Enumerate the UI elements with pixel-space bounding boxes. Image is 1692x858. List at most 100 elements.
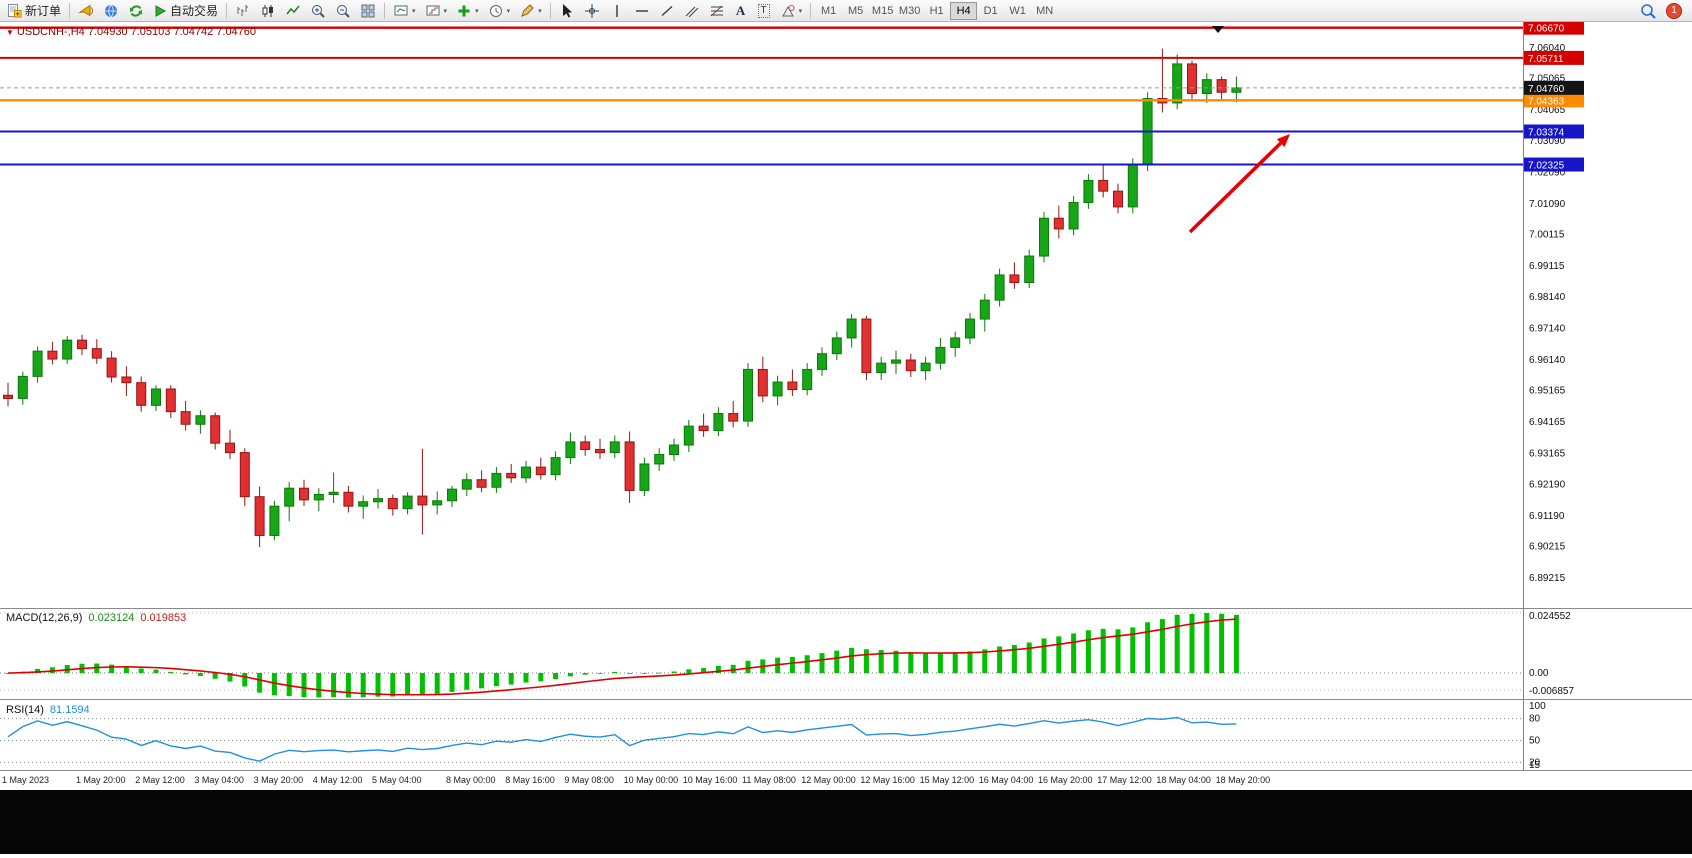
time-axis-label: 10 May 16:00 bbox=[682, 775, 738, 785]
price-axis-label: 6.96140 bbox=[1529, 355, 1566, 366]
price-level-badge bbox=[1524, 124, 1584, 139]
price-axis-label: 6.91190 bbox=[1529, 511, 1565, 522]
current-price-badge bbox=[1524, 80, 1584, 95]
dropdown-arrow-icon: ▾ bbox=[506, 7, 511, 15]
alerts-button[interactable] bbox=[74, 1, 98, 21]
line-chart-button[interactable] bbox=[281, 1, 305, 21]
time-axis-label: 2 May 12:00 bbox=[135, 775, 185, 785]
timeframe-button-h4[interactable]: H4 bbox=[950, 1, 978, 20]
price-level-badge bbox=[1524, 22, 1584, 35]
cursor-icon bbox=[562, 3, 572, 17]
horizontal-line-icon bbox=[635, 9, 648, 12]
price-axis-label: 6.98140 bbox=[1529, 292, 1566, 303]
styles-button[interactable]: ▾ bbox=[515, 1, 546, 21]
vertical-line-icon bbox=[615, 4, 618, 17]
new-order-icon bbox=[8, 3, 22, 17]
toolbar-separator bbox=[810, 2, 812, 19]
timeframe-button-m1[interactable]: M1 bbox=[815, 2, 842, 20]
svg-text:7.05711: 7.05711 bbox=[1528, 54, 1564, 65]
community-button[interactable] bbox=[99, 1, 123, 21]
dropdown-arrow-icon: ▾ bbox=[475, 7, 479, 15]
price-axis-label: 7.02090 bbox=[1529, 167, 1566, 178]
clock-icon bbox=[489, 4, 502, 17]
new-order-label: 新订单 bbox=[25, 4, 62, 18]
price-axis-label: 7.00115 bbox=[1529, 230, 1565, 241]
label-icon: T bbox=[757, 3, 770, 18]
dropdown-arrow-icon: ▾ bbox=[798, 7, 803, 15]
time-axis-label: 18 May 04:00 bbox=[1156, 775, 1211, 785]
timeframe-button-m5[interactable]: M5 bbox=[842, 2, 869, 20]
time-axis-label: 17 May 12:00 bbox=[1097, 775, 1152, 785]
cursor-button[interactable] bbox=[555, 1, 579, 21]
horizontal-line-button[interactable] bbox=[630, 1, 654, 21]
chart-shift-button[interactable]: ▾ bbox=[389, 1, 420, 21]
auto-trading-label: 自动交易 bbox=[170, 4, 219, 18]
rsi-name: RSI(14) bbox=[6, 704, 44, 716]
fibonacci-button[interactable] bbox=[705, 1, 729, 21]
auto-scroll-icon bbox=[426, 5, 440, 15]
zoom-out-button[interactable] bbox=[331, 1, 355, 21]
timeframe-group: M1 M5 M15 M30 H1 H4 D1 W1 MN bbox=[815, 1, 1058, 20]
marker-triangle-icon[interactable] bbox=[1212, 26, 1224, 33]
timeframe-button-d1[interactable]: D1 bbox=[977, 2, 1004, 20]
crosshair-icon bbox=[584, 3, 599, 18]
refresh-button[interactable] bbox=[124, 1, 148, 21]
bar-chart-icon bbox=[237, 4, 249, 16]
price-axis-label: 6.95165 bbox=[1529, 386, 1566, 397]
time-axis-label: 9 May 08:00 bbox=[564, 775, 614, 785]
channel-button[interactable] bbox=[680, 1, 704, 21]
time-axis-label: 4 May 12:00 bbox=[312, 775, 363, 785]
new-order-button[interactable]: 新订单 bbox=[2, 1, 65, 21]
trendline-button[interactable] bbox=[655, 1, 679, 21]
period-button[interactable]: ▾ bbox=[484, 1, 515, 21]
notification-badge[interactable]: 1 bbox=[1666, 2, 1682, 19]
price-axis-label: 7.01090 bbox=[1529, 199, 1566, 210]
text-button[interactable]: A bbox=[730, 1, 752, 21]
trend-arrow[interactable] bbox=[1188, 141, 1282, 234]
candlestick-chart-button[interactable] bbox=[256, 1, 280, 21]
timeframe-button-m30[interactable]: M30 bbox=[896, 2, 923, 20]
shapes-button[interactable]: ▾ bbox=[776, 1, 807, 21]
timeframe-button-mn[interactable]: MN bbox=[1031, 2, 1058, 20]
toolbar-separator bbox=[226, 2, 228, 19]
time-axis-label: 10 May 00:00 bbox=[623, 775, 679, 785]
price-chart[interactable]: 7.06040 7.05065 7.04065 7.03090 7.02090 7.010… bbox=[0, 22, 1692, 608]
svg-text:0.024552: 0.024552 bbox=[1529, 611, 1571, 622]
toolbar: 新订单 自动交易 ▾ ▾ ▾ ▾ ▾ A T ▾ M1 M5 M1 bbox=[0, 0, 1692, 22]
timeframe-button-m15[interactable]: M15 bbox=[869, 2, 896, 20]
time-axis-label: 12 May 00:00 bbox=[801, 775, 856, 785]
time-axis-label: 1 May 20:00 bbox=[76, 775, 126, 785]
shapes-icon bbox=[781, 4, 795, 16]
crosshair-button[interactable] bbox=[580, 1, 604, 21]
time-axis[interactable]: 1 May 2023 1 May 20:00 2 May 12:00 3 May 04… bbox=[0, 770, 1692, 790]
chart-area: 7.06040 7.05065 7.04065 7.03090 7.02090 7.010… bbox=[0, 22, 1692, 790]
globe-icon bbox=[105, 4, 118, 17]
timeframe-button-w1[interactable]: W1 bbox=[1004, 2, 1031, 20]
toolbar-separator bbox=[69, 2, 71, 19]
price-axis-label: 6.92190 bbox=[1529, 479, 1566, 490]
trendline-icon bbox=[661, 5, 673, 16]
macd-indicator-label: MACD(12,26,9) 0.023124 0.019853 bbox=[6, 612, 186, 624]
svg-text:80: 80 bbox=[1529, 714, 1541, 725]
symbol-marker-icon: ▼ bbox=[6, 28, 14, 37]
svg-text:7.04760: 7.04760 bbox=[1528, 84, 1565, 95]
auto-trading-button[interactable]: 自动交易 bbox=[149, 1, 222, 21]
time-axis-label: 16 May 04:00 bbox=[978, 775, 1034, 785]
bottom-bar bbox=[0, 790, 1692, 854]
search-button[interactable] bbox=[1635, 1, 1661, 21]
bar-chart-button[interactable] bbox=[231, 1, 255, 21]
add-indicator-button[interactable]: ▾ bbox=[452, 1, 483, 21]
price-axis-label: 6.94165 bbox=[1529, 417, 1566, 428]
label-button[interactable]: T bbox=[753, 1, 775, 21]
chart-title-text: USDCNH-,H4 7.04930 7.05103 7.04742 7.047… bbox=[16, 26, 257, 38]
timeframe-button-h1[interactable]: H1 bbox=[923, 2, 950, 20]
price-axis-label: 6.89215 bbox=[1529, 573, 1566, 584]
svg-text:0.00: 0.00 bbox=[1529, 668, 1549, 679]
vertical-line-button[interactable] bbox=[605, 1, 629, 21]
macd-panel[interactable]: 0.024552 0.00 -0.006857 bbox=[0, 608, 1692, 699]
auto-scroll-button[interactable]: ▾ bbox=[421, 1, 452, 21]
zoom-in-button[interactable] bbox=[306, 1, 330, 21]
tile-windows-button[interactable] bbox=[356, 1, 380, 21]
candlestick-icon bbox=[262, 4, 274, 17]
